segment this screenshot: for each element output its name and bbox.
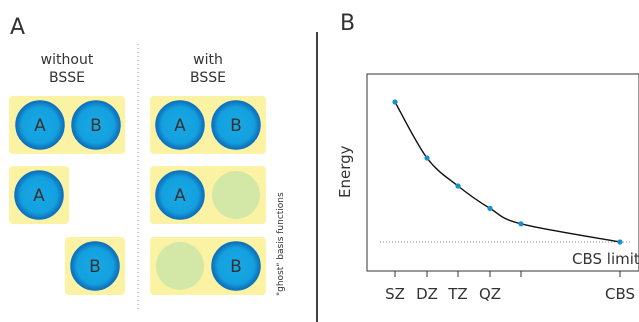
ghost-atom-a: [156, 242, 204, 290]
with-bsse-line1: with: [193, 52, 223, 68]
x-tick-label: CBS: [605, 285, 635, 303]
data-point: [455, 183, 461, 189]
ghost-atom-b: [212, 171, 260, 219]
atom-b-label: B: [230, 257, 242, 277]
panel-a-label: A: [10, 15, 25, 40]
x-axis-ticks: [394, 271, 621, 277]
without-bsse-line2: BSSE: [49, 70, 85, 86]
atom-b: B: [71, 100, 121, 150]
data-point: [518, 221, 524, 227]
atom-a: A: [15, 100, 65, 150]
data-point: [617, 239, 623, 245]
atom-b: B: [211, 241, 261, 291]
cbs-limit-label: CBS limit: [572, 250, 639, 268]
atom-b: B: [70, 241, 120, 291]
atom-a-label: A: [34, 116, 46, 136]
x-tick-label: TZ: [447, 285, 467, 303]
panel-b: B Energy CBS limit SZ DZ TZ QZ CBS: [336, 11, 639, 303]
atom-b-label: B: [89, 257, 101, 277]
x-tick-label: QZ: [479, 285, 501, 303]
y-axis-label: Energy: [336, 145, 354, 198]
with-bsse-line2: BSSE: [190, 70, 226, 86]
atom-a: A: [155, 100, 205, 150]
atom-b-label: B: [230, 116, 242, 136]
energy-curve: [394, 101, 621, 243]
ghost-basis-note: "ghost" basis functions: [276, 192, 286, 296]
atom-a: A: [14, 170, 64, 220]
panel-a: A without BSSE with BSSE A B A B: [9, 15, 286, 312]
atom-a: A: [155, 170, 205, 220]
x-axis-tick-labels: SZ DZ TZ QZ CBS: [385, 285, 635, 303]
data-points: [392, 99, 623, 245]
plot-frame: [366, 73, 639, 272]
x-tick-label: DZ: [416, 285, 438, 303]
atom-a-label: A: [174, 116, 186, 136]
data-point: [424, 155, 430, 161]
panel-b-label: B: [340, 11, 355, 36]
without-bsse-line1: without: [41, 52, 94, 68]
atom-b-label: B: [90, 116, 102, 136]
atom-b: B: [211, 100, 261, 150]
data-point: [392, 99, 398, 105]
atom-a-label: A: [33, 186, 45, 206]
data-point: [487, 205, 493, 211]
x-tick-label: SZ: [385, 285, 405, 303]
atom-a-label: A: [174, 186, 186, 206]
